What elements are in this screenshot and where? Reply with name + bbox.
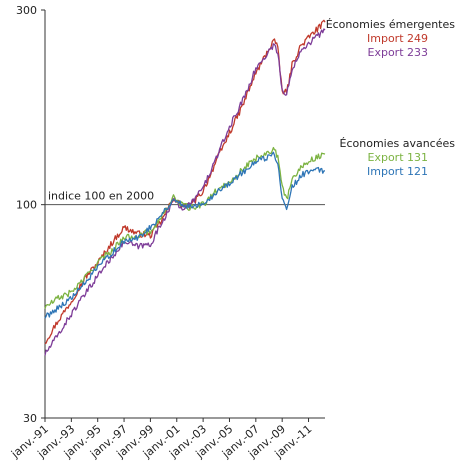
series-label: Import 249 (367, 32, 428, 45)
reference-line-label: indice 100 en 2000 (48, 190, 154, 203)
group-title: Économies émergentes (326, 18, 456, 31)
axes (41, 9, 325, 422)
tick-labels: 30100300janv.-91janv.-93janv.-95janv.-97… (8, 4, 314, 461)
group-title: Économies avancées (340, 137, 456, 150)
series-lines (44, 19, 326, 356)
series-line-export-131 (44, 146, 326, 309)
y-tick-label: 30 (23, 412, 37, 425)
series-line-import-121 (44, 151, 325, 319)
series-label: Export 233 (368, 46, 429, 59)
series-label: Export 131 (368, 151, 429, 164)
series-line-import-249 (44, 19, 326, 345)
series-label: Import 121 (367, 165, 428, 178)
y-tick-label: 100 (16, 199, 37, 212)
series-line-export-233 (44, 28, 326, 356)
y-tick-label: 300 (16, 4, 37, 17)
